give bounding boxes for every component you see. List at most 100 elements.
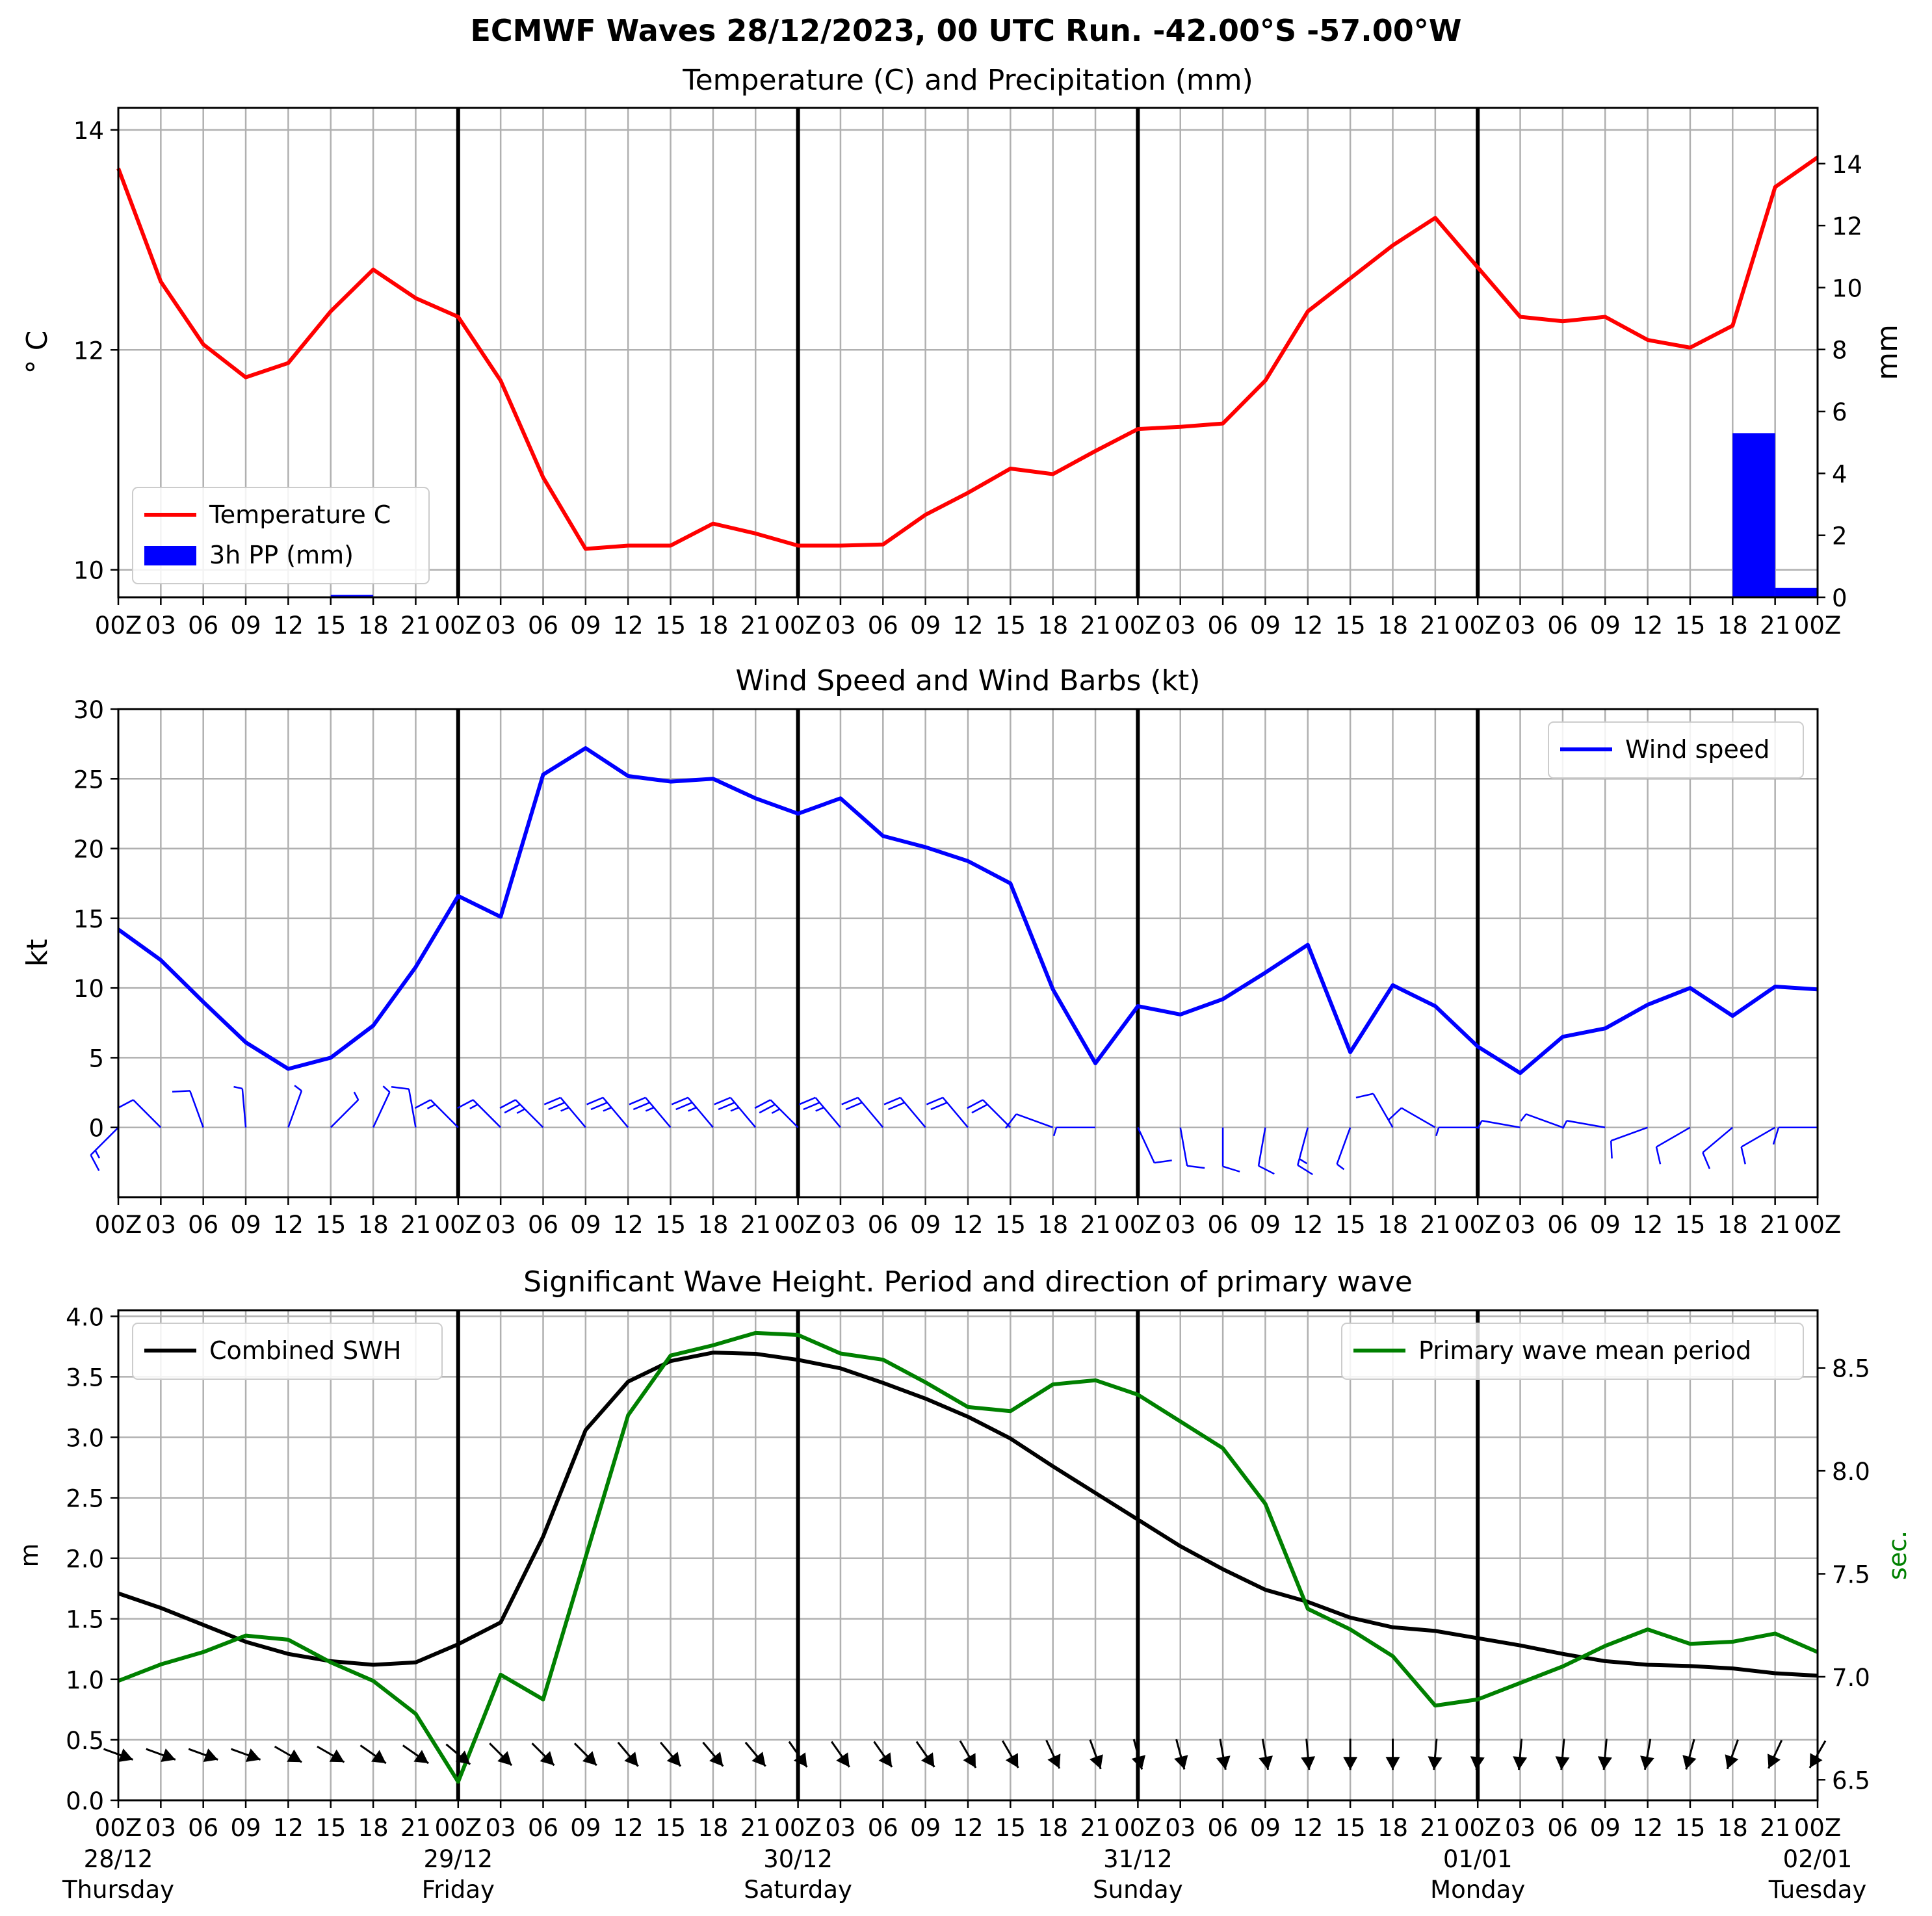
wave-direction-arrowhead bbox=[1131, 1755, 1146, 1770]
wind-barb-feather bbox=[391, 1086, 410, 1090]
x-tick-label: 03 bbox=[146, 1211, 176, 1239]
x-tick-label: 21 bbox=[1760, 612, 1790, 640]
wind-barb-staff bbox=[1526, 1113, 1563, 1128]
x-tick-label: 09 bbox=[570, 1211, 601, 1239]
wave-direction-arrowhead bbox=[1090, 1754, 1103, 1769]
wind-barb-half-feather bbox=[233, 1085, 243, 1090]
x-tick-label: 03 bbox=[1165, 1814, 1195, 1842]
wind-barb-feather bbox=[1187, 1165, 1205, 1169]
wind-barb-feather bbox=[90, 1154, 100, 1171]
wind-barb-feather bbox=[1258, 1165, 1275, 1175]
wind-barb-staff bbox=[1179, 1127, 1188, 1167]
wind-barb-feather bbox=[803, 1102, 820, 1111]
x-tick-label: 06 bbox=[528, 1211, 558, 1239]
x-tick-label: 12 bbox=[952, 612, 983, 640]
wind-barb-half-feather bbox=[560, 1106, 569, 1112]
day-date-label: 31/12 bbox=[1103, 1845, 1173, 1873]
wave-direction-arrowhead bbox=[118, 1748, 133, 1762]
x-tick-label: 15 bbox=[1675, 1211, 1705, 1239]
x-tick-label: 15 bbox=[995, 1814, 1026, 1842]
x-tick-label: 00Z bbox=[435, 612, 482, 640]
x-tick-label: 00Z bbox=[1794, 1211, 1841, 1239]
x-tick-label: 00Z bbox=[774, 612, 821, 640]
y-right-tick-label: 8 bbox=[1832, 337, 1847, 365]
x-tick-label: 21 bbox=[740, 612, 771, 640]
wind-barb-feather bbox=[718, 1102, 735, 1111]
legend-swatch bbox=[144, 546, 196, 565]
x-tick-label: 12 bbox=[1292, 1211, 1323, 1239]
plot-frame bbox=[117, 1309, 1819, 1802]
wind-barb-feather bbox=[457, 1099, 474, 1109]
x-tick-label: 09 bbox=[910, 1211, 941, 1239]
wave-direction-arrowhead bbox=[1810, 1753, 1823, 1768]
wind-barb-feather bbox=[1154, 1159, 1172, 1164]
wind-barb-feather bbox=[798, 1096, 816, 1106]
x-tick-label: 18 bbox=[1717, 612, 1748, 640]
wave-direction-arrowhead bbox=[878, 1752, 893, 1767]
wind-barb-staff bbox=[1656, 1126, 1691, 1148]
x-tick-label: 03 bbox=[146, 1814, 176, 1842]
wind-barb-feather bbox=[629, 1096, 646, 1106]
y-tick-label: 3.0 bbox=[66, 1424, 104, 1452]
wave-direction-arrowhead bbox=[329, 1749, 345, 1763]
wave-direction-arrowhead bbox=[1597, 1756, 1612, 1770]
wave-direction-arrowhead bbox=[709, 1752, 724, 1767]
y-tick-label: 3.5 bbox=[66, 1364, 104, 1392]
x-tick-label: 15 bbox=[655, 612, 686, 640]
x-tick-label: 15 bbox=[995, 612, 1026, 640]
x-tick-label: 15 bbox=[1335, 612, 1366, 640]
wind-barb-half-feather bbox=[1561, 1120, 1568, 1129]
wind-barb-feather bbox=[883, 1096, 901, 1106]
y-right-tick-label: 12 bbox=[1832, 213, 1862, 240]
wind-barb-feather bbox=[1610, 1141, 1613, 1159]
wind-barb-feather bbox=[930, 1102, 948, 1111]
wind-barb-feather bbox=[117, 1099, 134, 1109]
wave-direction-arrowhead bbox=[920, 1752, 935, 1767]
wind-barb-staff bbox=[942, 1096, 969, 1128]
plot-frame bbox=[117, 107, 1819, 599]
x-tick-label: 09 bbox=[231, 612, 261, 640]
x-tick-label: 18 bbox=[1377, 612, 1408, 640]
x-tick-label: 09 bbox=[1250, 1211, 1281, 1239]
wind-barb-feather bbox=[1388, 1107, 1402, 1121]
wind-speed-panel: Wind Speed and Wind Barbs (kt) 0 5 10 15 20 25… bbox=[21, 664, 1841, 1239]
wind-barb-half-feather bbox=[382, 1085, 391, 1093]
x-tick-label: 00Z bbox=[1114, 1211, 1161, 1239]
wave-direction-arrowhead bbox=[246, 1748, 261, 1762]
day-weekday-label: Sunday bbox=[1093, 1876, 1182, 1904]
x-tick-label: 21 bbox=[400, 1211, 431, 1239]
x-tick-label: 21 bbox=[400, 612, 431, 640]
x-tick-label: 18 bbox=[1038, 1814, 1068, 1842]
x-tick-label: 12 bbox=[273, 612, 304, 640]
y-tick-label: 1.0 bbox=[66, 1666, 104, 1694]
wind-barb-feather bbox=[759, 1104, 776, 1114]
wind-y-label: kt bbox=[21, 939, 54, 967]
wind-barb-staff bbox=[729, 1096, 757, 1128]
wind-barb-feather bbox=[414, 1099, 431, 1109]
y-tick-label: 0 bbox=[88, 1115, 104, 1143]
period-line bbox=[117, 1330, 1819, 1784]
wind-barb-half-feather bbox=[426, 1104, 436, 1109]
wave-direction-arrowhead bbox=[287, 1749, 302, 1763]
wave-direction-arrowhead bbox=[666, 1752, 681, 1767]
wind-barb-staff bbox=[287, 1090, 303, 1128]
x-tick-label: 09 bbox=[570, 1814, 601, 1842]
x-tick-label: 09 bbox=[231, 1211, 261, 1239]
wind-barb-half-feather bbox=[688, 1106, 697, 1112]
wind-barb-feather bbox=[1355, 1093, 1374, 1099]
wind-barb-half-feather bbox=[603, 1106, 612, 1112]
wind-barb-feather bbox=[671, 1096, 688, 1106]
x-tick-label: 00Z bbox=[1794, 612, 1841, 640]
x-tick-label: 03 bbox=[1505, 1814, 1535, 1842]
x-tick-label: 18 bbox=[358, 612, 389, 640]
x-tick-label: 03 bbox=[486, 1814, 516, 1842]
x-tick-label: 06 bbox=[188, 1211, 218, 1239]
x-tick-label: 09 bbox=[1250, 612, 1281, 640]
period-y-label: sec. bbox=[1883, 1531, 1912, 1580]
y-tick-label: 15 bbox=[73, 905, 104, 933]
x-tick-label: 15 bbox=[315, 1814, 346, 1842]
precip-bar bbox=[330, 595, 374, 597]
wind-barb-feather bbox=[754, 1099, 771, 1109]
wave-direction-arrowhead bbox=[540, 1751, 555, 1766]
wind-barb-feather bbox=[971, 1104, 988, 1114]
